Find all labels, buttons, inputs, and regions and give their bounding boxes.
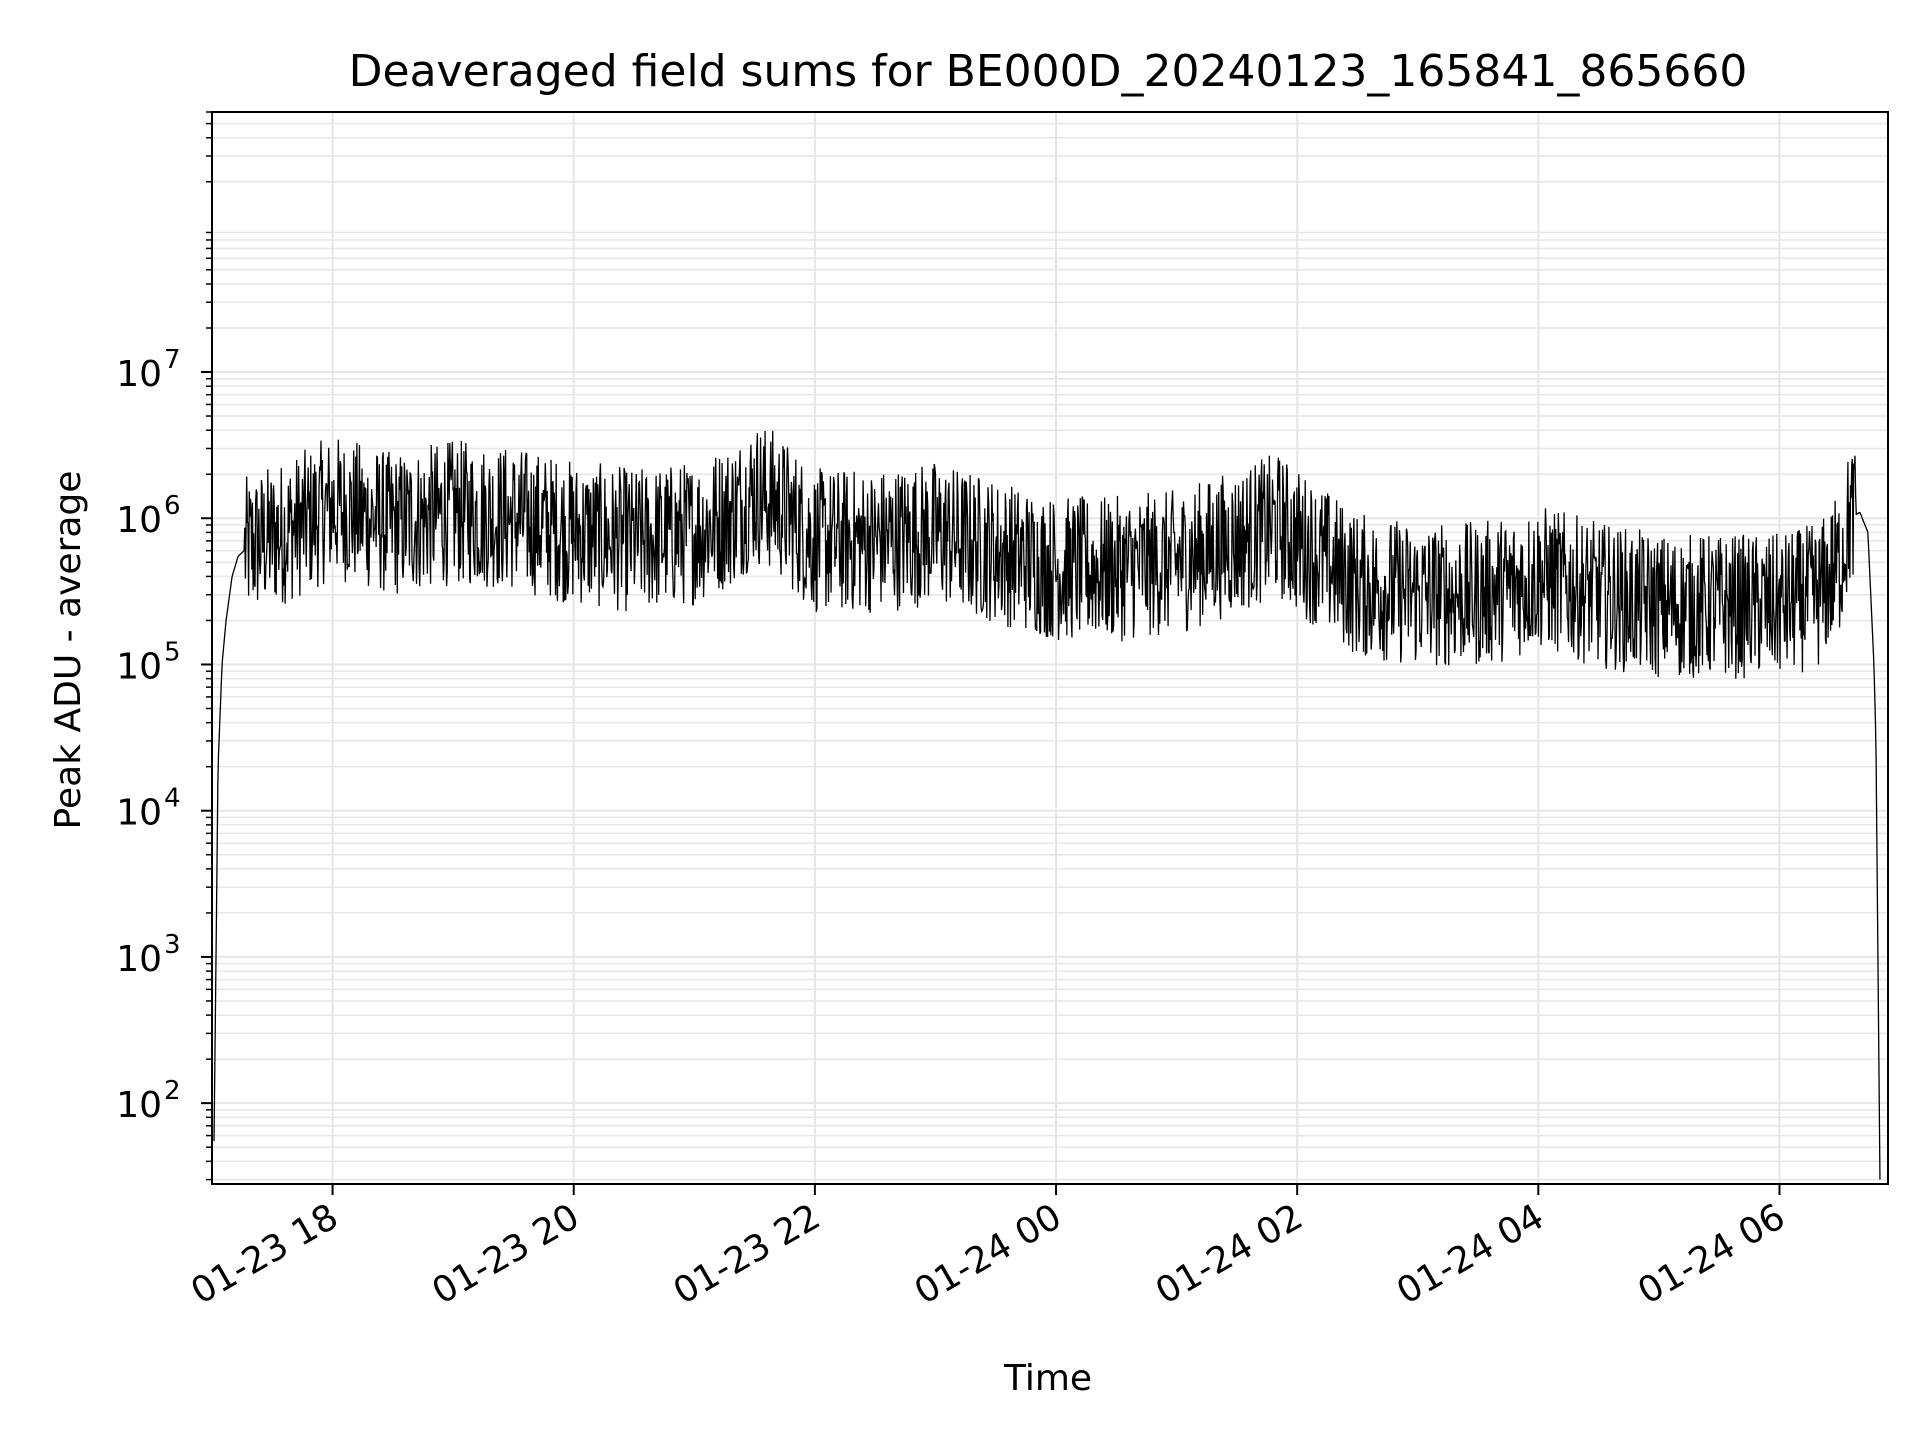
y-tick-exponent: 2	[164, 1076, 181, 1106]
series-line-group	[213, 430, 1881, 1180]
y-axis-label: Peak ADU - average	[48, 471, 89, 830]
chart-title: Deaveraged field sums for BE000D_2024012…	[349, 46, 1748, 97]
series-line	[213, 430, 1881, 1180]
y-tick-label: 10	[116, 793, 162, 834]
plot-frame	[211, 111, 1889, 1185]
y-tick-exponent: 5	[164, 637, 181, 667]
y-tick-exponent: 4	[164, 784, 181, 814]
x-axis-label: Time	[1003, 1358, 1092, 1399]
y-tick-label: 10	[116, 1085, 162, 1126]
y-tick-exponent: 6	[164, 491, 181, 521]
y-tick-label: 10	[116, 646, 162, 687]
y-tick-exponent: 3	[164, 930, 181, 960]
y-tick-label: 10	[116, 354, 162, 395]
y-tick-label: 10	[116, 500, 162, 541]
y-tick-exponent: 7	[164, 345, 181, 375]
y-tick-label: 10	[116, 939, 162, 980]
